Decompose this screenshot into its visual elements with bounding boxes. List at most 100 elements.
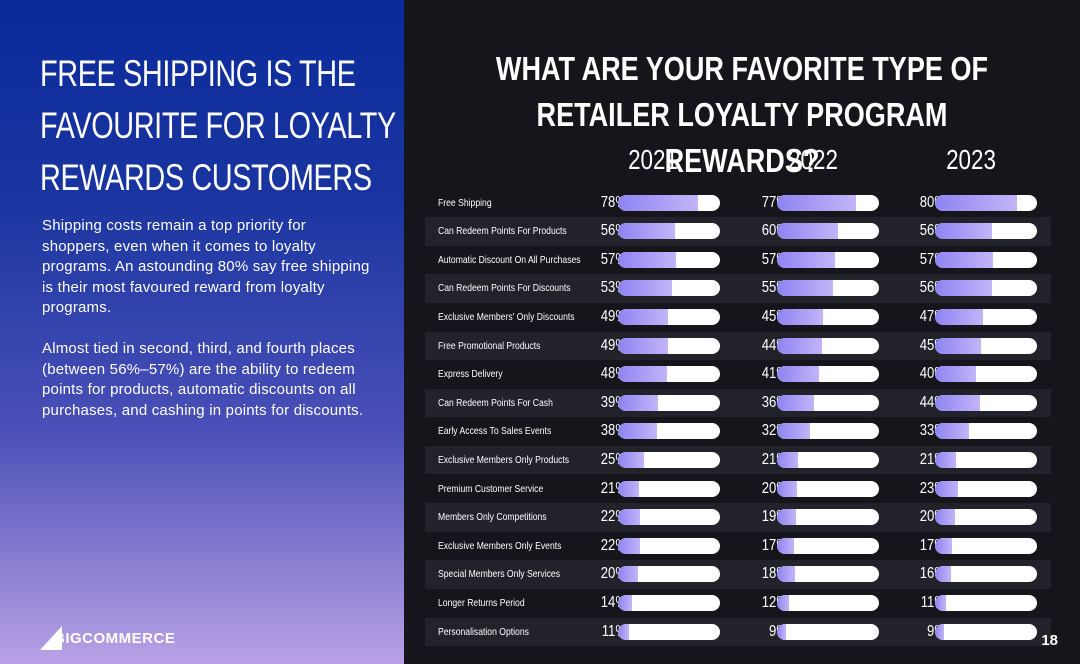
chart-row: Exclusive Members Only Products 25% 21% 21%	[425, 445, 1051, 475]
bar-2023	[935, 423, 969, 440]
category-label: Can Redeem Points For Cash	[438, 396, 553, 409]
bar-track-2023	[935, 308, 1037, 325]
chart-row: Early Access To Sales Events 38% 32% 33%	[425, 417, 1051, 446]
bar-2021	[618, 366, 667, 383]
category-label: Free Shipping	[438, 196, 492, 209]
chart-row: Can Redeem Points For Products 56% 60% 56%	[425, 217, 1051, 246]
bar-track-2021	[618, 480, 720, 497]
headline: FREE SHIPPING IS THE FAVOURITE FOR LOYAL…	[40, 48, 396, 204]
bar-track-2021	[618, 366, 720, 383]
category-label: Can Redeem Points For Products	[438, 225, 567, 238]
chart-row: Free Shipping 78% 77% 80%	[425, 189, 1051, 218]
bar-2022	[777, 194, 856, 211]
bar-2021	[618, 480, 640, 497]
bar-track-2022	[777, 394, 879, 411]
bar-2021	[618, 223, 676, 240]
bar-track-2021	[618, 509, 720, 526]
bar-track-2022	[777, 280, 879, 297]
bar-2023	[935, 223, 993, 240]
bar-2022	[777, 251, 836, 268]
bar-2021	[618, 308, 668, 325]
bar-track-2023	[935, 366, 1037, 383]
bar-track-2022	[777, 623, 879, 640]
bigcommerce-logo: BIGCOMMERCE	[40, 626, 175, 650]
category-label: Premium Customer Service	[438, 482, 544, 495]
chart-row: Members Only Competitions 22% 19% 20%	[425, 503, 1051, 532]
bar-track-2021	[618, 251, 720, 268]
bar-track-2021	[618, 594, 720, 611]
bar-track-2021	[618, 623, 720, 640]
chart-title-line: WHAT ARE YOUR FAVORITE TYPE OF	[495, 50, 989, 87]
bar-track-2023	[935, 537, 1037, 554]
bar-2021	[618, 623, 630, 640]
chart-row: Special Members Only Services 20% 18% 16%	[425, 560, 1051, 589]
category-label: Express Delivery	[438, 368, 503, 381]
bar-2022	[777, 537, 795, 554]
category-label: Free Promotional Products	[438, 339, 541, 352]
logo-text: BIGCOMMERCE	[54, 629, 176, 647]
chart-row: Express Delivery 48% 41% 40%	[425, 360, 1051, 389]
bar-2023	[935, 394, 980, 411]
category-label: Exclusive Members' Only Discounts	[438, 310, 575, 323]
bar-track-2021	[618, 537, 720, 554]
bar-track-2023	[935, 394, 1037, 411]
category-label: Exclusive Members Only Events	[438, 539, 562, 552]
bar-2022	[777, 394, 814, 411]
chart-row: Exclusive Members Only Events 22% 17% 17%	[425, 532, 1051, 561]
bar-2023	[935, 280, 993, 297]
bar-2022	[777, 509, 797, 526]
chart-row: Exclusive Members' Only Discounts 49% 45% 4…	[425, 303, 1051, 332]
bar-2023	[935, 366, 976, 383]
bar-track-2022	[777, 337, 879, 354]
bar-2021	[618, 594, 633, 611]
bar-track-2021	[618, 451, 720, 468]
category-label: Exclusive Members Only Products	[438, 453, 570, 466]
bar-2022	[777, 337, 822, 354]
bar-2021	[618, 394, 658, 411]
chart-title: WHAT ARE YOUR FAVORITE TYPE OF RETAILER …	[465, 46, 1019, 184]
bar-track-2023	[935, 509, 1037, 526]
category-label: Can Redeem Points For Discounts	[438, 282, 571, 295]
chart-row: Free Promotional Products 49% 44% 45%	[425, 331, 1051, 361]
bar-track-2022	[777, 566, 879, 583]
bar-track-2022	[777, 537, 879, 554]
bar-track-2023	[935, 566, 1037, 583]
bar-track-2023	[935, 623, 1037, 640]
bar-2021	[618, 194, 698, 211]
chart-row: Premium Customer Service 21% 20% 23%	[425, 475, 1051, 504]
left-panel: FREE SHIPPING IS THE FAVOURITE FOR LOYAL…	[0, 0, 404, 664]
bar-track-2021	[618, 194, 720, 211]
bar-track-2021	[618, 394, 720, 411]
bar-track-2021	[618, 223, 720, 240]
chart-row: Longer Returns Period 14% 12% 11%	[425, 589, 1051, 618]
bar-2021	[618, 280, 673, 297]
bar-track-2022	[777, 366, 879, 383]
headline-line: FAVOURITE FOR LOYALTY	[40, 105, 396, 146]
bar-track-2021	[618, 308, 720, 325]
bar-2022	[777, 423, 810, 440]
headline-line: REWARDS CUSTOMERS	[40, 157, 372, 198]
bar-track-2022	[777, 194, 879, 211]
headline-line: FREE SHIPPING IS THE	[40, 53, 356, 94]
category-label: Automatic Discount On All Purchases	[438, 253, 581, 266]
category-label: Members Only Competitions	[438, 511, 547, 524]
bar-track-2023	[935, 451, 1037, 468]
bar-2023	[935, 251, 994, 268]
bar-2022	[777, 223, 839, 240]
bar-track-2021	[618, 423, 720, 440]
category-label: Special Members Only Services	[438, 568, 561, 581]
bar-2023	[935, 537, 953, 554]
bar-track-2022	[777, 308, 879, 325]
bar-2023	[935, 308, 983, 325]
bar-track-2023	[935, 251, 1037, 268]
category-label: Longer Returns Period	[438, 596, 525, 609]
bar-2023	[935, 623, 945, 640]
category-label: Personalisation Options	[438, 625, 529, 638]
bar-track-2022	[777, 251, 879, 268]
bar-2022	[777, 594, 790, 611]
bar-track-2022	[777, 509, 879, 526]
bar-track-2022	[777, 451, 879, 468]
bar-2021	[618, 337, 668, 354]
bar-2023	[935, 451, 957, 468]
bar-2021	[618, 509, 641, 526]
